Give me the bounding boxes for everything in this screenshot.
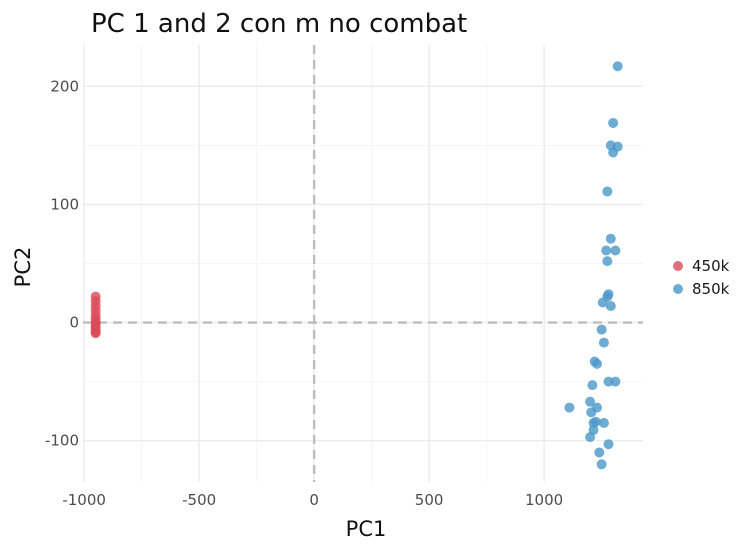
- data-point-850k: [596, 459, 607, 470]
- x-tick-label: -1000: [62, 491, 106, 509]
- legend-key-850k: [673, 284, 683, 294]
- y-tick-label: 100: [50, 195, 79, 213]
- x-axis-title: PC1: [346, 517, 387, 541]
- data-point-850k: [610, 376, 621, 387]
- data-point-850k: [597, 297, 608, 308]
- data-point-850k: [608, 147, 619, 158]
- data-point-450k: [90, 328, 101, 339]
- data-point-850k: [594, 447, 605, 458]
- legend-label-450k: 450k: [692, 257, 730, 275]
- data-point-850k: [592, 358, 603, 369]
- data-point-850k: [605, 233, 616, 244]
- data-point-850k: [598, 417, 609, 428]
- legend-label-850k: 850k: [692, 280, 730, 298]
- data-point-850k: [612, 61, 623, 72]
- data-point-850k: [603, 439, 614, 450]
- y-tick-label: 0: [69, 314, 79, 332]
- legend: 450k 850k: [673, 257, 730, 298]
- chart-title: PC 1 and 2 con m no combat: [91, 9, 467, 39]
- data-points: [90, 61, 623, 470]
- grid: [83, 45, 643, 482]
- data-point-850k: [601, 245, 612, 256]
- y-tick-label: 200: [50, 77, 79, 95]
- data-point-850k: [587, 380, 598, 391]
- legend-key-450k: [673, 261, 683, 271]
- data-point-850k: [603, 376, 614, 387]
- data-point-850k: [585, 432, 596, 443]
- data-point-850k: [598, 337, 609, 348]
- data-point-850k: [588, 417, 599, 428]
- data-point-850k: [602, 186, 613, 197]
- data-point-850k: [586, 407, 597, 418]
- y-tick-label: -100: [45, 432, 79, 450]
- x-tick-label: 0: [309, 491, 319, 509]
- x-tick-label: 1000: [525, 491, 563, 509]
- data-point-850k: [610, 245, 621, 256]
- x-tick-label: 500: [415, 491, 444, 509]
- data-point-850k: [564, 402, 575, 413]
- reference-lines: [83, 45, 643, 482]
- y-axis-title: PC2: [11, 247, 35, 288]
- data-point-850k: [608, 117, 619, 128]
- data-point-850k: [605, 301, 616, 312]
- x-tick-label: -500: [182, 491, 216, 509]
- data-point-850k: [596, 324, 607, 335]
- data-point-850k: [585, 396, 596, 407]
- data-point-850k: [602, 256, 613, 267]
